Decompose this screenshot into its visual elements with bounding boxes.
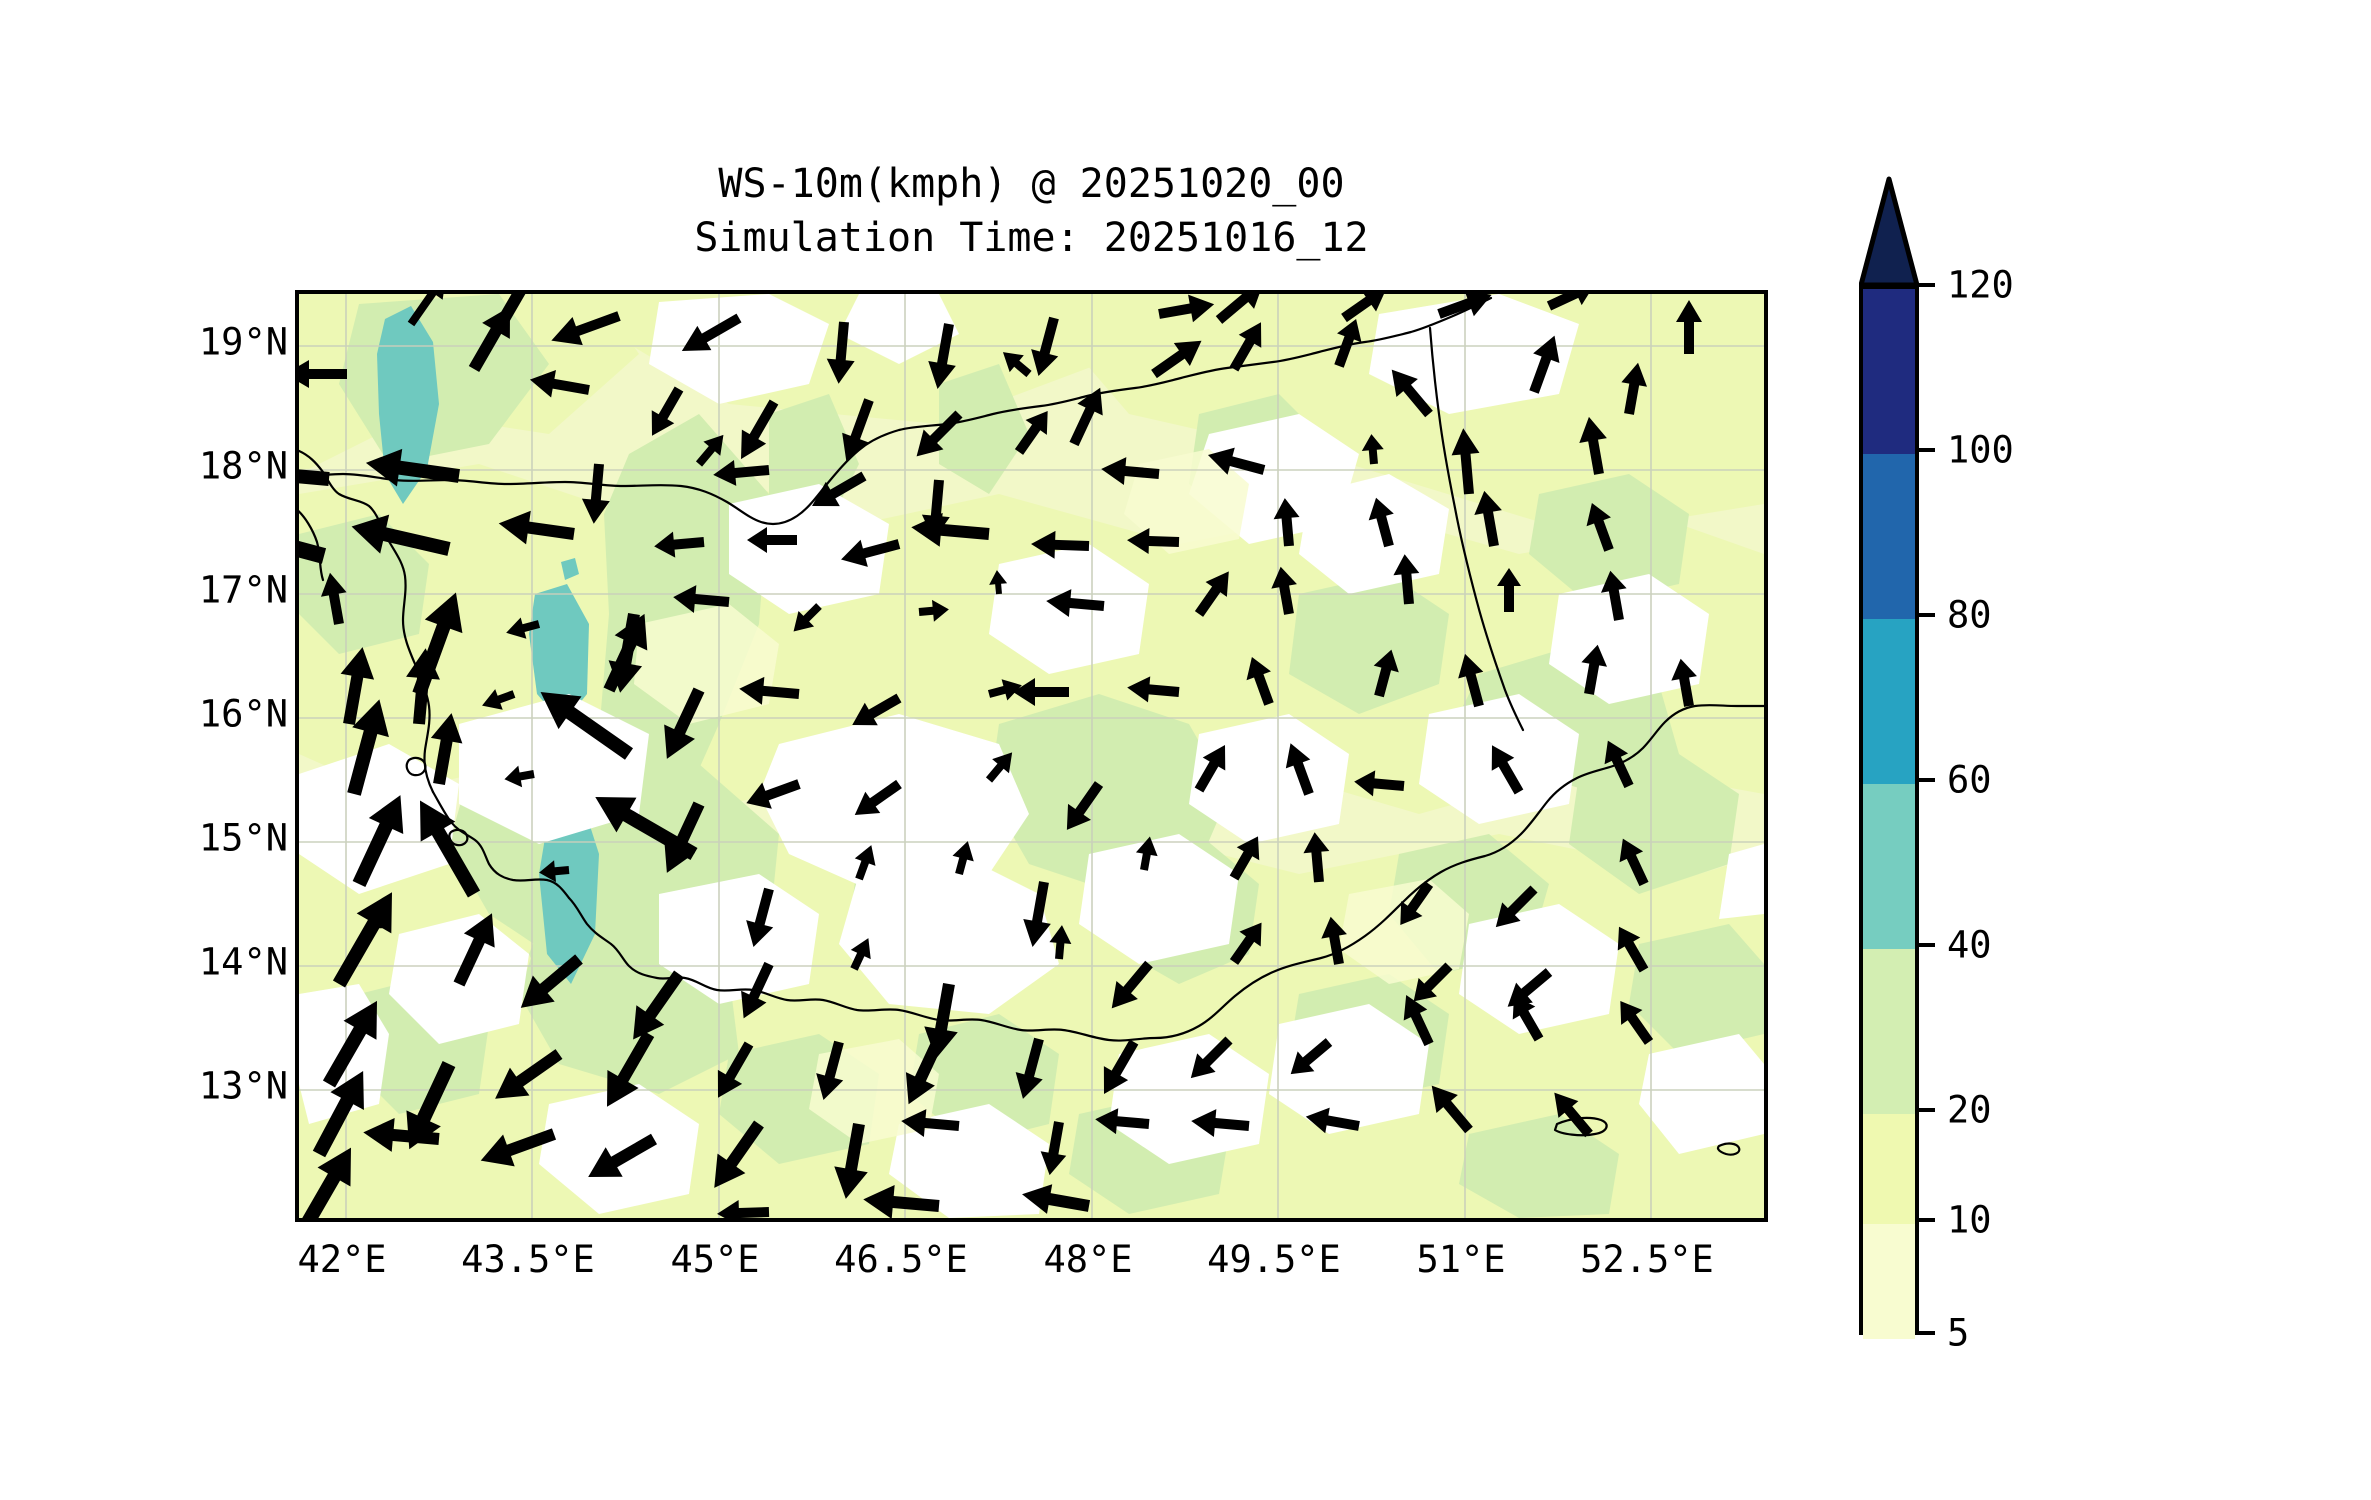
map-canvas	[299, 294, 1764, 1218]
colorbar-segment-20-40	[1863, 949, 1915, 1114]
x-tick-mark	[1651, 1218, 1653, 1222]
colorbar-tick-label: 10	[1947, 1198, 1992, 1242]
title-line-1: WS-10m(kmph) @ 20251020_00	[718, 161, 1345, 207]
x-tick-mark	[346, 1218, 348, 1222]
colorbar-segment-5-10	[1863, 1224, 1915, 1339]
x-tick-label: 49.5°E	[1207, 1238, 1341, 1281]
colorbar-tick-label: 80	[1947, 593, 1992, 637]
x-tick-mark	[905, 1218, 907, 1222]
x-tick-mark	[1092, 1218, 1094, 1222]
colorbar-segment-80-100	[1863, 454, 1915, 619]
colorbar-tick	[1919, 448, 1935, 452]
x-tick-mark	[1465, 1218, 1467, 1222]
x-tick-label: 42°E	[297, 1238, 387, 1281]
x-tick-mark	[532, 1218, 534, 1222]
colorbar-tick-label: 5	[1947, 1311, 1970, 1355]
colorbar-segment-10-20	[1863, 1114, 1915, 1224]
y-tick-label: 18°N	[198, 444, 288, 488]
y-tick-mark	[295, 1090, 299, 1092]
colorbar-tick-label: 120	[1947, 263, 2014, 307]
x-tick-label: 43.5°E	[461, 1238, 595, 1281]
y-tick-mark	[295, 966, 299, 968]
x-tick-label: 52.5°E	[1580, 1238, 1714, 1281]
colorbar-segment-60-80	[1863, 619, 1915, 784]
colorbar-tick	[1919, 1218, 1935, 1222]
colorbar-segment-40-60	[1863, 784, 1915, 949]
x-tick-mark	[1278, 1218, 1280, 1222]
y-tick-label: 19°N	[198, 320, 288, 364]
colorbar-tick	[1919, 283, 1935, 287]
x-tick-label: 46.5°E	[834, 1238, 968, 1281]
y-tick-label: 14°N	[198, 940, 288, 984]
colorbar-tick-label: 60	[1947, 758, 1992, 802]
y-tick-label: 13°N	[198, 1064, 288, 1108]
y-tick-label: 17°N	[198, 568, 288, 612]
windspeed-contour-field	[299, 294, 1764, 1218]
colorbar-tick	[1919, 943, 1935, 947]
title-line-2: Simulation Time: 20251016_12	[694, 214, 1369, 261]
y-tick-mark	[295, 470, 299, 472]
colorbar-gradient	[1859, 285, 1919, 1339]
colorbar-tick-label: 20	[1947, 1088, 1992, 1132]
x-tick-label: 45°E	[670, 1238, 760, 1281]
map-plot-area	[295, 290, 1768, 1222]
y-tick-label: 15°N	[198, 816, 288, 860]
colorbar-tick-label: 100	[1947, 428, 2014, 472]
colorbar-tick	[1919, 1331, 1935, 1335]
y-tick-mark	[295, 842, 299, 844]
colorbar-segment-100-120	[1863, 289, 1915, 454]
y-tick-mark	[295, 346, 299, 348]
x-tick-label: 51°E	[1416, 1238, 1506, 1281]
y-tick-mark	[295, 718, 299, 720]
colorbar-tick-label: 40	[1947, 923, 1992, 967]
y-tick-mark	[295, 594, 299, 596]
colorbar-tick	[1919, 613, 1935, 617]
colorbar-tick	[1919, 1108, 1935, 1112]
colorbar-extend-arrow	[1859, 176, 1919, 288]
colorbar: 120 100 80 60 40 20 10 5	[1859, 175, 2014, 1355]
x-tick-label: 48°E	[1043, 1238, 1133, 1281]
colorbar-tick	[1919, 778, 1935, 782]
chart-title: WS-10m(kmph) @ 20251020_00 Simulation Ti…	[295, 158, 1768, 265]
y-tick-label: 16°N	[198, 692, 288, 736]
x-tick-mark	[719, 1218, 721, 1222]
